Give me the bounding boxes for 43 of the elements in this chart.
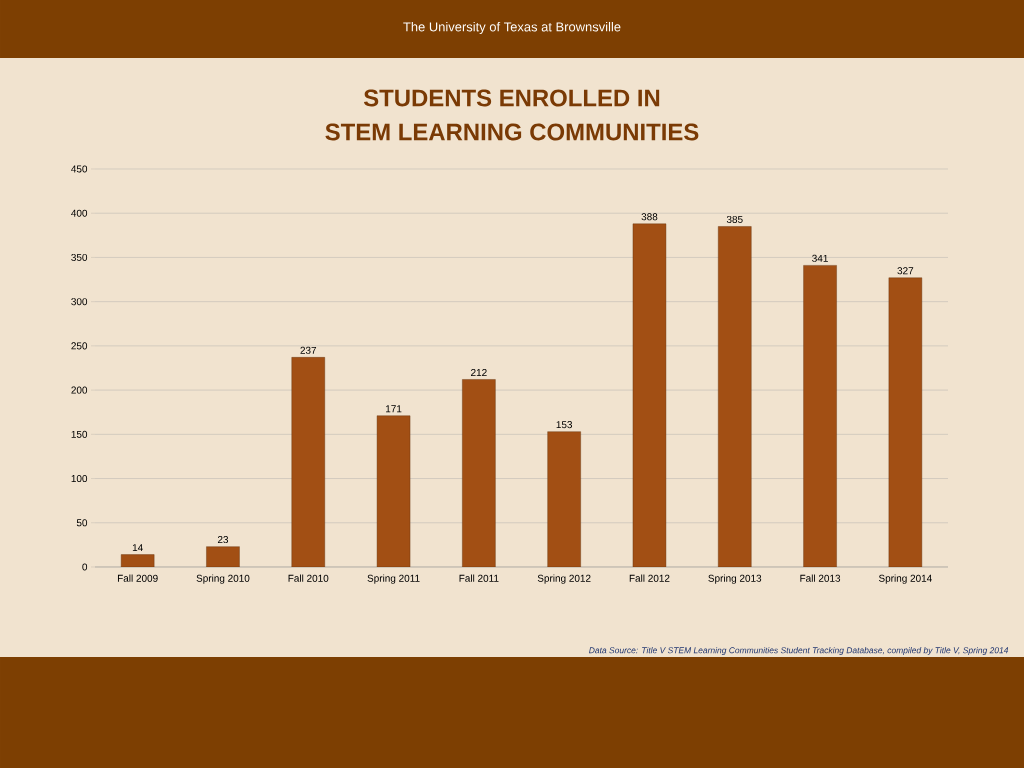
data-label: 388 bbox=[641, 213, 658, 221]
bar bbox=[888, 277, 923, 567]
bar bbox=[291, 357, 325, 567]
y-tick-label: 350 bbox=[71, 253, 88, 261]
data-label: 23 bbox=[217, 536, 229, 544]
bar bbox=[632, 223, 667, 567]
bar bbox=[803, 265, 837, 567]
y-tick-label: 300 bbox=[71, 298, 88, 306]
y-tick-label: 400 bbox=[71, 209, 88, 217]
x-tick-label: Fall 2011 bbox=[459, 574, 499, 582]
y-tick-label: 250 bbox=[71, 342, 88, 350]
x-tick-label: Spring 2014 bbox=[878, 574, 932, 584]
bar bbox=[376, 415, 411, 567]
data-label: 327 bbox=[897, 267, 914, 275]
chart-subtitle: STEM LEARNING COMMUNITIES bbox=[325, 123, 699, 141]
bar bbox=[206, 546, 240, 567]
x-tick-label: Fall 2009 bbox=[117, 574, 158, 582]
bar bbox=[462, 379, 496, 567]
x-tick-label: Fall 2012 bbox=[629, 574, 670, 582]
x-tick-label: Spring 2011 bbox=[367, 574, 420, 584]
data-label: 212 bbox=[471, 369, 487, 376]
y-tick-label: 200 bbox=[71, 386, 88, 394]
x-tick-label: Spring 2013 bbox=[708, 574, 762, 584]
data-label: 153 bbox=[556, 421, 573, 429]
y-tick-label: 0 bbox=[82, 563, 88, 571]
x-tick-label: Spring 2010 bbox=[196, 574, 250, 584]
text: Data Source: Title V STEM Learning Communities Student Tracking Database, compiled by Title V, Spring 2014 bbox=[589, 647, 1009, 655]
data-label: 385 bbox=[726, 215, 743, 223]
bar bbox=[547, 431, 581, 567]
bar bbox=[718, 226, 752, 567]
data-label: 237 bbox=[300, 346, 317, 354]
text: The University of Texas at Brownsville bbox=[403, 21, 621, 35]
y-tick-label: 450 bbox=[71, 165, 88, 173]
y-tick-label: 150 bbox=[71, 430, 88, 438]
y-tick-label: 100 bbox=[71, 475, 88, 483]
y-tick-label: 50 bbox=[76, 519, 88, 527]
data-label: 14 bbox=[132, 544, 143, 552]
x-tick-label: Spring 2012 bbox=[537, 574, 591, 584]
data-label: 341 bbox=[812, 254, 828, 262]
x-tick-label: Fall 2010 bbox=[288, 574, 329, 582]
chart-title: STUDENTS ENROLLED IN bbox=[363, 89, 660, 107]
x-tick-label: Fall 2013 bbox=[800, 574, 841, 582]
data-label: 171 bbox=[386, 405, 402, 413]
